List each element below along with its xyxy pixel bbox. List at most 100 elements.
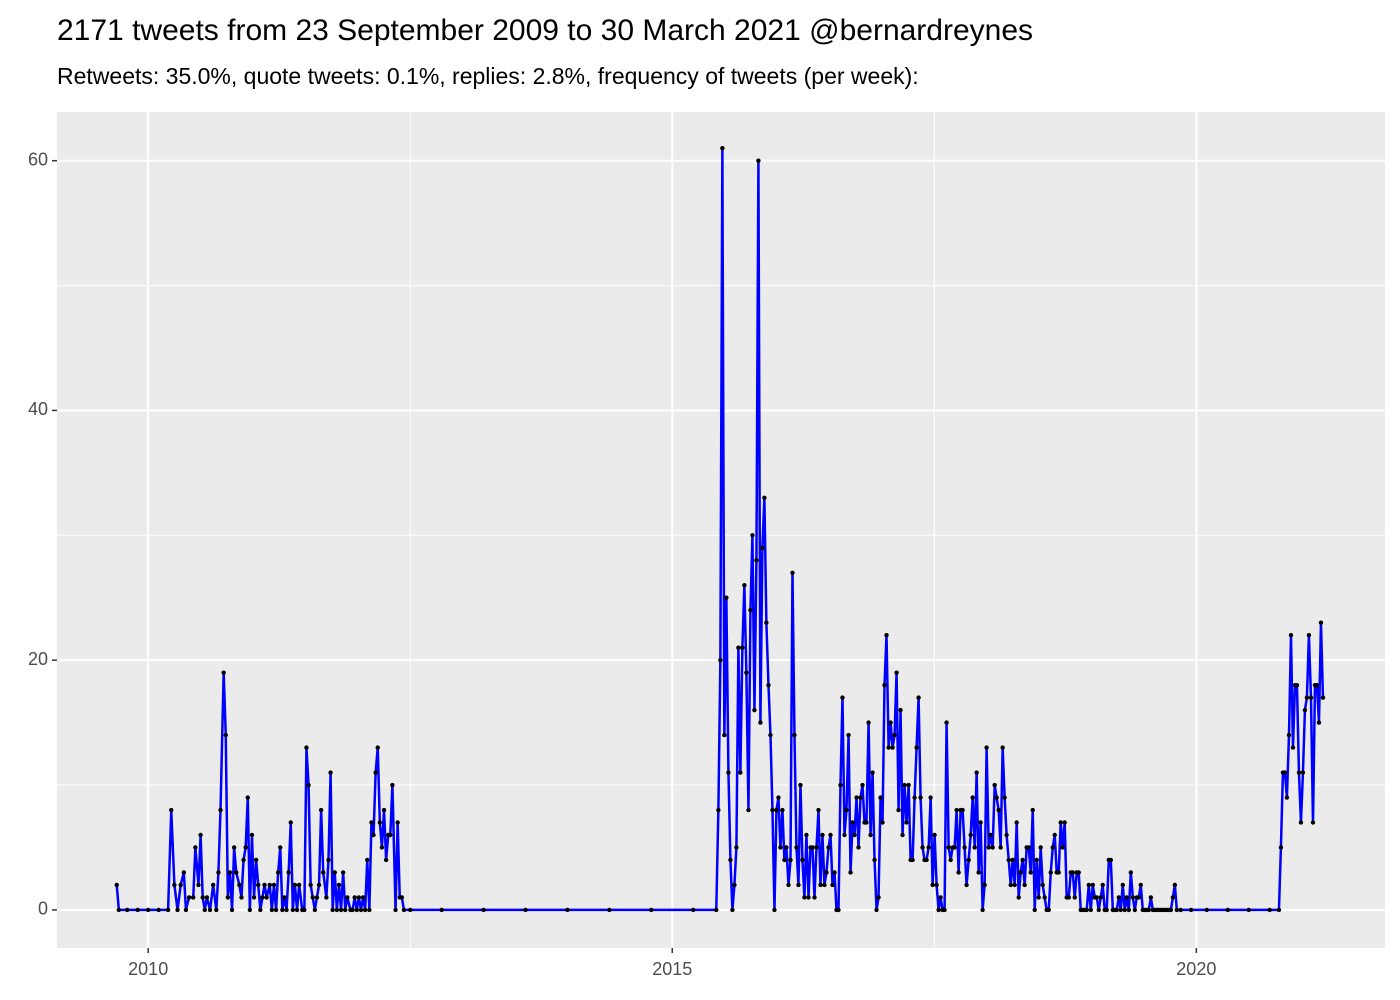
data-point	[1296, 770, 1302, 775]
data-point	[1008, 882, 1013, 888]
data-point	[738, 770, 743, 775]
data-point	[734, 845, 739, 850]
data-point	[221, 670, 226, 675]
data-point	[826, 845, 831, 850]
data-point	[196, 882, 201, 888]
data-point	[241, 857, 246, 863]
data-point	[1096, 907, 1101, 913]
data-point	[1012, 882, 1017, 888]
data-point	[399, 895, 405, 900]
data-point	[960, 807, 965, 813]
data-point	[904, 820, 909, 825]
data-point	[381, 807, 387, 813]
data-point	[227, 870, 233, 875]
data-point	[1298, 820, 1304, 825]
data-point	[1084, 907, 1089, 913]
data-point	[932, 832, 937, 838]
data-point	[336, 882, 342, 888]
data-point	[175, 907, 180, 913]
data-point	[245, 795, 250, 800]
x-tick-label: 2020	[1176, 959, 1216, 979]
data-point	[1094, 895, 1099, 900]
data-point	[790, 570, 795, 575]
data-point	[310, 895, 315, 900]
data-point	[210, 882, 216, 888]
data-point	[321, 870, 326, 875]
data-point	[994, 795, 999, 800]
data-point	[786, 882, 791, 888]
data-point	[774, 807, 779, 813]
data-point	[868, 832, 873, 838]
data-point	[1056, 870, 1061, 875]
data-point	[237, 882, 242, 888]
data-point	[278, 845, 283, 850]
data-point	[796, 882, 801, 888]
data-point	[352, 895, 357, 900]
data-point	[964, 882, 969, 888]
data-point	[776, 795, 781, 800]
data-point	[846, 732, 851, 738]
data-point	[742, 583, 747, 588]
data-point	[1100, 882, 1105, 888]
data-point	[756, 158, 761, 163]
data-point	[836, 907, 841, 913]
data-point	[116, 907, 122, 913]
data-point	[788, 857, 793, 863]
data-point	[379, 845, 385, 850]
data-point	[1204, 907, 1210, 913]
data-point	[902, 782, 907, 788]
data-point	[369, 820, 374, 825]
data-point	[365, 857, 370, 863]
data-point	[828, 832, 833, 838]
data-point	[362, 907, 368, 913]
data-point	[183, 907, 189, 913]
data-point	[984, 745, 989, 750]
data-point	[1286, 732, 1292, 738]
x-tick-label: 2015	[652, 959, 692, 979]
data-point	[114, 882, 119, 888]
data-point	[1048, 870, 1053, 875]
data-point	[916, 695, 921, 700]
data-point	[938, 895, 943, 900]
data-point	[395, 820, 400, 825]
data-point	[792, 732, 797, 738]
data-point	[842, 832, 847, 838]
data-point	[740, 645, 745, 650]
data-point	[798, 782, 803, 788]
data-point	[1040, 882, 1045, 888]
data-point	[1304, 695, 1310, 700]
data-point	[952, 845, 957, 850]
data-point	[269, 907, 275, 913]
data-point	[812, 895, 817, 900]
data-point	[324, 895, 329, 900]
data-point	[275, 870, 281, 875]
data-point	[318, 807, 324, 813]
data-point	[974, 770, 979, 775]
data-point	[948, 857, 953, 863]
data-point	[864, 820, 869, 825]
data-point	[986, 845, 991, 850]
data-point	[360, 895, 366, 900]
y-tick-label: 20	[28, 649, 48, 669]
data-point	[978, 820, 983, 825]
data-point	[1172, 882, 1178, 888]
data-point	[125, 907, 130, 913]
data-point	[343, 907, 348, 913]
data-point	[1026, 845, 1031, 850]
data-point	[1130, 895, 1136, 900]
data-point	[145, 907, 151, 913]
data-point	[860, 782, 865, 788]
data-point	[1104, 907, 1109, 913]
data-point	[1006, 857, 1011, 863]
data-point	[1118, 907, 1123, 913]
data-point	[1022, 882, 1027, 888]
data-point	[367, 907, 372, 913]
data-point	[304, 745, 309, 750]
data-point	[258, 907, 263, 913]
data-point	[354, 907, 359, 913]
data-point	[830, 882, 835, 888]
data-point	[1174, 907, 1180, 913]
data-point	[1294, 682, 1300, 688]
data-point	[338, 907, 344, 913]
